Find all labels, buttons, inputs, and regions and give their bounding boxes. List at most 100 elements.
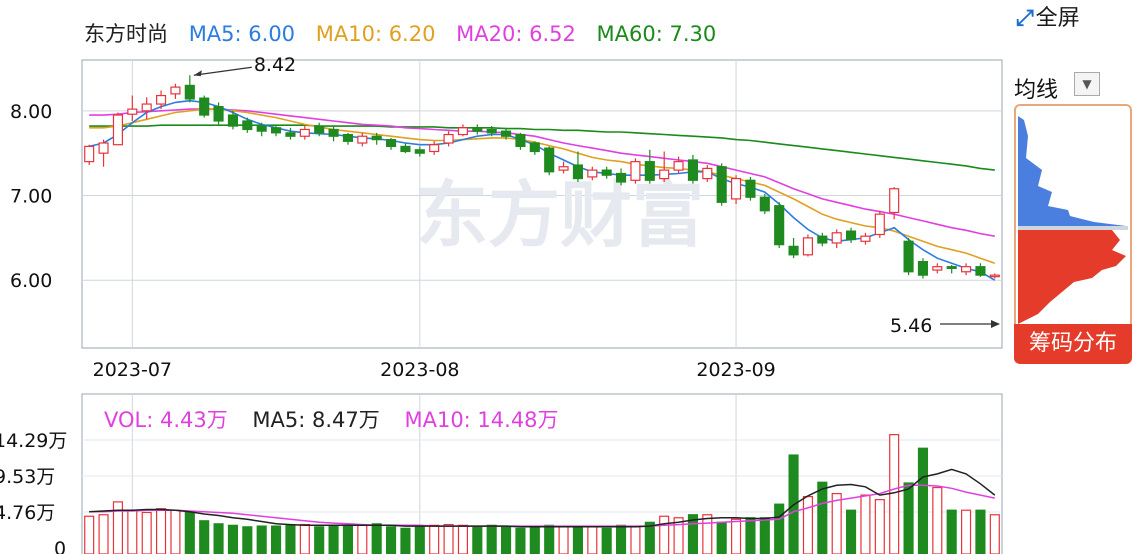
volume-bar: [342, 525, 353, 554]
candle: [874, 210, 885, 238]
volume-bar: [501, 526, 512, 554]
candle: [975, 263, 986, 277]
candle: [946, 264, 957, 274]
watermark: 东方财富: [416, 173, 704, 257]
volume-bar: [587, 526, 598, 554]
volume-bar: [702, 514, 713, 554]
chip-distribution-panel: [1014, 104, 1132, 330]
candle: [170, 83, 181, 99]
candle: [371, 132, 382, 145]
volume-legend: VOL: 4.43万 MA5: 8.47万 MA10: 14.48万: [104, 404, 577, 434]
candle: [429, 141, 440, 155]
candle: [342, 132, 353, 145]
candle: [817, 232, 828, 247]
stock-name: 东方时尚: [84, 22, 168, 46]
volume-bar: [184, 511, 195, 554]
volume-bar: [630, 526, 641, 554]
volume-bar: [141, 511, 152, 554]
candle: [616, 168, 627, 186]
y-tick-label: 6.00: [10, 270, 52, 292]
volume-bar: [170, 509, 181, 554]
volume-bar: [515, 527, 526, 554]
vol-ma10-label: MA10: 14.48万: [404, 408, 559, 432]
fullscreen-button[interactable]: ⤢全屏: [1016, 0, 1080, 32]
volume-bar: [989, 514, 1000, 554]
y-tick-label: 8.00: [10, 101, 52, 123]
high-arrow: [193, 66, 252, 76]
candle: [227, 110, 238, 130]
volume-bar: [903, 482, 914, 554]
ma10-label: MA10: 6.20: [315, 22, 436, 46]
candle: [98, 139, 109, 167]
volume-bar: [917, 447, 928, 554]
ma5-line: [89, 99, 996, 281]
candle: [774, 202, 785, 249]
volume-y-tick-label: 4.76万: [0, 502, 55, 524]
ma20-label: MA20: 6.52: [456, 22, 576, 46]
volume-bar: [860, 494, 871, 554]
candle: [759, 193, 770, 215]
vol-label: VOL: 4.43万: [104, 408, 228, 432]
indicator-title: 均线: [1014, 78, 1059, 103]
volume-bar: [544, 524, 555, 554]
volume-bar: [975, 509, 986, 554]
volume-bar: [846, 509, 857, 554]
candle: [414, 146, 425, 157]
vol_ma10-line: [89, 484, 995, 527]
candle: [601, 166, 612, 179]
y-tick-label: 7.00: [10, 186, 52, 208]
volume-bar: [946, 509, 957, 554]
ma60-line: [89, 124, 995, 171]
candle: [386, 137, 397, 150]
high-annotation: 8.42: [254, 54, 296, 76]
x-tick-label: 2023-08: [380, 359, 459, 381]
candle: [199, 95, 210, 118]
volume-bar: [242, 526, 253, 554]
volume-bar: [199, 520, 210, 554]
volume-bar: [84, 515, 95, 554]
candle: [889, 187, 900, 220]
candle: [400, 143, 411, 154]
chevron-down-icon[interactable]: ▼: [1074, 72, 1100, 96]
volume-bar: [774, 503, 785, 554]
candle: [314, 122, 325, 137]
candle: [515, 132, 526, 150]
volume-bar: [572, 526, 583, 554]
candle: [501, 127, 512, 140]
volume-bar: [486, 524, 497, 554]
candle: [802, 234, 813, 257]
volume-bar: [716, 521, 727, 554]
ma5-label: MA5: 6.00: [188, 22, 296, 46]
candle: [299, 126, 310, 140]
volume-y-tick-label: 0: [54, 538, 66, 554]
candle: [357, 132, 368, 147]
chip-distribution-button[interactable]: 筹码分布: [1014, 324, 1132, 364]
volume-bar: [529, 526, 540, 554]
candle: [127, 95, 138, 121]
volume-bar: [831, 492, 842, 554]
candle: [213, 102, 224, 125]
volume-bar: [386, 526, 397, 554]
volume-bar: [731, 518, 742, 554]
low-arrow-head: [991, 319, 1000, 328]
candle: [457, 124, 468, 137]
volume-bar: [759, 517, 770, 554]
candle: [745, 176, 756, 201]
candle: [903, 237, 914, 276]
volume-bar: [745, 517, 756, 554]
candle: [529, 141, 540, 155]
volume-bar: [357, 524, 368, 554]
volume-bar: [558, 526, 569, 554]
candle: [917, 258, 928, 279]
volume-bar: [429, 524, 440, 554]
candle: [687, 154, 698, 184]
fullscreen-label: 全屏: [1035, 6, 1080, 31]
price-legend: 东方时尚 MA5: 6.00 MA10: 6.20 MA20: 6.52 MA6…: [84, 18, 730, 48]
candle: [860, 232, 871, 245]
candle: [587, 166, 598, 181]
chip-distribution-graph: [1018, 116, 1128, 324]
volume-y-tick-label: 14.29万: [0, 430, 67, 452]
volume-bar: [616, 524, 627, 554]
volume-bar: [299, 523, 310, 554]
